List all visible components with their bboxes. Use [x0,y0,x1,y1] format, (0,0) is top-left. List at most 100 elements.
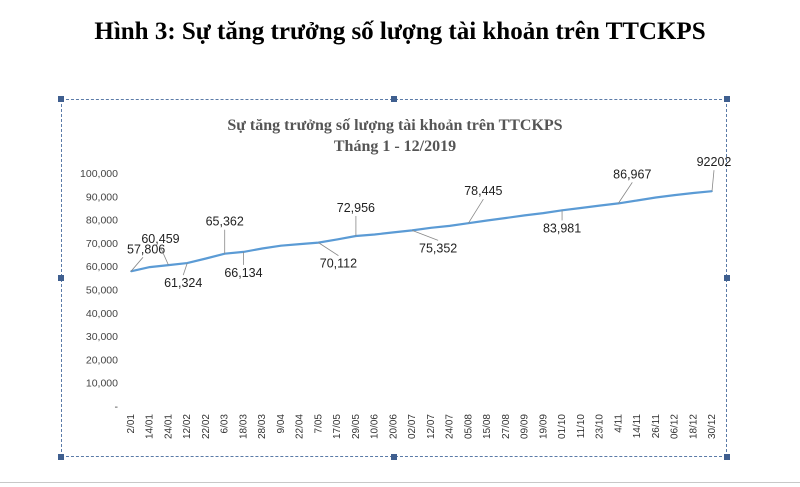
data-label: 66,134 [224,266,262,280]
x-tick-label: 12/07 [426,414,437,439]
x-tick-label: 14/01 [145,414,156,439]
data-point [654,196,657,199]
data-label: 92202 [697,155,732,169]
x-tick-label: 6/03 [220,414,231,434]
data-point [580,207,582,209]
data-point [392,231,395,234]
data-label-leader [711,170,715,192]
data-label-leader [411,230,439,241]
data-label: 60,459 [141,232,179,246]
figure-caption: Hình 3: Sự tăng trưởng số lượng tài khoả… [94,18,706,45]
data-point [280,244,282,247]
x-tick-label: 09/09 [520,414,531,439]
resize-handle-top-left[interactable] [58,96,64,102]
x-tick-label: 30/12 [707,414,718,439]
x-tick-label: 12/02 [182,414,193,439]
chart-frame[interactable] [58,96,730,460]
resize-handle-top-right[interactable] [724,96,730,102]
data-point [505,217,507,219]
resize-handle-top-center[interactable] [391,96,397,102]
page-divider [0,482,800,483]
x-tick-label: 29/05 [351,414,362,439]
x-tick-label: 02/07 [407,414,418,439]
y-tick-label: 40,000 [86,308,118,320]
x-tick-label: 23/10 [595,414,606,439]
x-tick-label: 7/05 [313,414,324,434]
data-point [148,266,151,268]
data-label: 78,445 [464,184,502,198]
y-tick-label: 70,000 [86,238,118,250]
data-label: 86,967 [613,167,651,181]
x-tick-label: 27/08 [501,414,512,439]
y-tick-label: 90,000 [86,191,118,203]
data-point [261,247,263,250]
data-point [430,226,432,229]
data-point [542,212,545,214]
x-tick-label: 01/10 [557,414,568,439]
x-tick-label: 24/01 [163,414,174,439]
resize-handle-bottom-left[interactable] [58,454,64,460]
data-point [598,204,601,207]
series-line [130,190,713,273]
x-tick-label: 06/12 [670,414,681,439]
x-tick-label: 18/03 [238,414,249,439]
data-label-leader [318,242,339,256]
data-point [205,257,207,260]
x-tick-label: 05/08 [463,414,474,439]
data-point [673,194,676,196]
x-tick-label: 18/12 [688,414,699,439]
data-label-leader [130,257,144,272]
resize-handle-bottom-center[interactable] [391,454,397,460]
x-tick-label: 24/07 [445,414,456,439]
data-label: 72,956 [337,201,375,215]
data-point [298,243,301,245]
data-label: 75,352 [419,241,457,255]
x-axis-ticks: 2/01 14/01 24/01 12/02 22/02 6/03 18/03 28/03 9/… [126,414,718,439]
x-tick-label: 14/11 [632,414,643,439]
y-tick-label: 10,000 [86,378,118,390]
data-point [336,238,338,241]
x-tick-label: 22/04 [295,414,306,439]
data-label-leader [160,246,169,266]
data-point [523,214,526,217]
data-label: 83,981 [543,221,581,235]
data-point [448,225,451,227]
y-tick-label: 50,000 [86,285,118,297]
x-tick-label: 11/10 [576,414,587,439]
resize-handle-bottom-right[interactable] [724,454,730,460]
data-point [692,192,695,194]
data-label-leader [182,262,188,276]
x-tick-label: 15/08 [482,414,493,439]
x-tick-label: 4/11 [613,414,624,433]
resize-handle-middle-left[interactable] [58,275,64,281]
x-tick-label: 17/05 [332,414,343,439]
y-tick-label: 100,000 [80,168,118,180]
data-label: 65,362 [206,215,244,229]
data-point [373,233,376,236]
data-label: 57,806 [127,242,165,256]
x-tick-label: 19/09 [538,414,549,439]
y-tick-label: 80,000 [86,215,118,227]
x-tick-label: 22/02 [201,414,212,439]
data-label: 70,112 [320,257,357,271]
data-label: 61,324 [164,276,202,290]
x-tick-label: 20/06 [388,414,399,439]
data-point [636,199,638,202]
chart-subtitle: Tháng 1 - 12/2019 [334,138,456,155]
y-tick-label: 20,000 [86,354,118,366]
x-tick-label: 26/11 [651,414,662,439]
data-label-leader [617,182,633,204]
x-tick-label: 2/01 [126,414,137,434]
y-tick-label: 60,000 [86,261,118,273]
x-tick-label: 28/03 [257,414,268,439]
y-axis-ticks: - 10,000 20,000 30,000 40,000 50,000 60,000 70,… [80,168,118,413]
resize-handle-middle-right[interactable] [724,275,730,281]
x-tick-label: 10/06 [370,414,381,439]
y-tick-label: - [115,401,119,413]
chart-title: Sự tăng trưởng số lượng tài khoản trên T… [227,117,562,134]
data-point [486,219,488,222]
series-polyline [130,190,713,273]
x-tick-label: 9/04 [276,414,287,434]
